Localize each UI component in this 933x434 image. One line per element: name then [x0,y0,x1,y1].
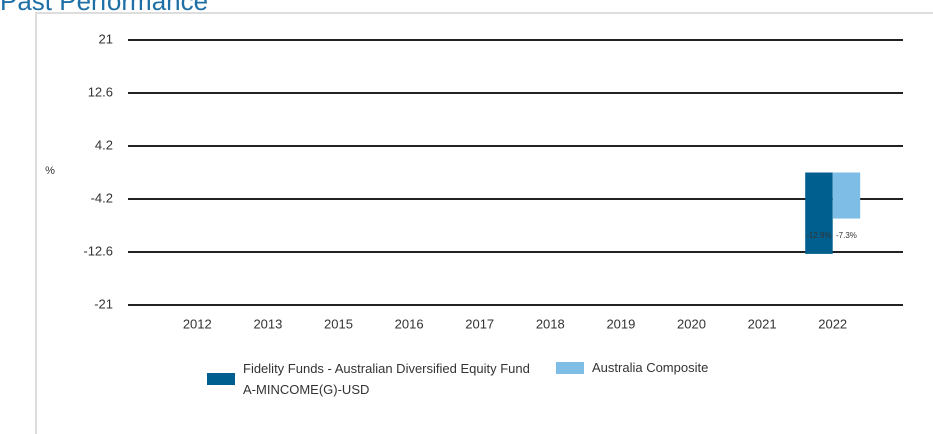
y-axis-label: % [45,165,55,177]
legend-swatch [556,361,584,374]
x-tick-label: 2021 [748,316,777,331]
legend-label: Australia Composite [592,360,709,375]
x-tick-label: 2019 [606,316,635,331]
bar [832,172,861,219]
y-tick-label: -21 [94,296,113,311]
x-tick-label: 2022 [818,316,847,331]
bar [805,172,833,254]
x-tick-label: 2012 [183,316,212,331]
y-tick-label: -12.6 [83,243,113,258]
chart: % -21 -12.6 -4.2 4.2 12.6 21 2012 2013 2015 2016 2… [45,31,903,331]
x-tick-label: 2017 [465,316,494,331]
legend-label: Fidelity Funds - Australian Diversified … [243,361,530,397]
y-tick-label: -4.2 [91,190,113,205]
chart-panel [35,12,933,434]
legend-swatch [207,373,235,385]
x-tick-label: 2013 [253,316,282,331]
x-tick-label: 2020 [677,316,706,331]
x-tick-label: 2015 [324,316,353,331]
legend-item: Fidelity Funds - Australian Diversified … [207,358,537,400]
y-tick-label: 12.6 [88,84,113,99]
y-tick-label: 4.2 [95,137,113,152]
value-label: -12.9% [806,231,831,240]
x-tick-label: 2018 [536,316,565,331]
x-tick-label: 2016 [395,316,424,331]
y-tick-label: 21 [99,31,113,46]
legend-item: Australia Composite [556,360,708,375]
value-label: -7.3% [836,231,857,240]
